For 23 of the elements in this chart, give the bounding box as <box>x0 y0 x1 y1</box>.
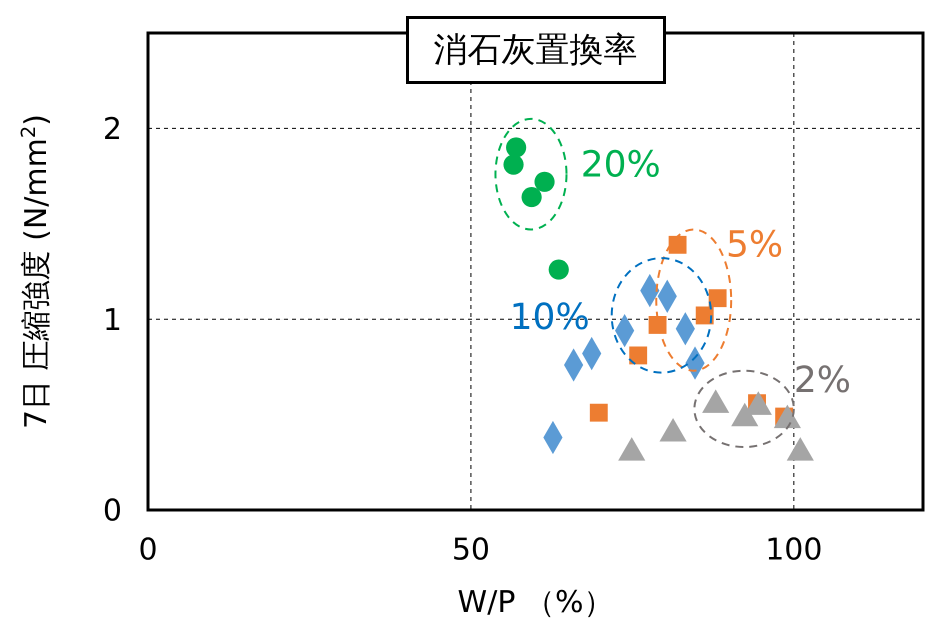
series-label: 5% <box>726 224 784 266</box>
point <box>696 306 714 324</box>
point <box>506 137 526 158</box>
series-label: 2% <box>794 360 851 402</box>
x-axis-title: W/P （%） <box>458 585 614 620</box>
point <box>548 260 569 280</box>
chart-title: 消石灰置換率 <box>406 16 666 84</box>
point <box>522 187 542 208</box>
point <box>668 236 687 254</box>
y-tick-label: 0 <box>102 494 122 529</box>
series-label: 10% <box>510 297 590 338</box>
y-tick-label: 2 <box>102 112 122 148</box>
point <box>503 154 524 175</box>
x-tick-label: 0 <box>138 532 158 568</box>
x-tick-label: 100 <box>765 532 822 568</box>
point <box>708 289 727 308</box>
x-tick-label: 50 <box>452 532 490 568</box>
point <box>590 404 608 422</box>
point <box>648 316 667 334</box>
point <box>629 346 648 364</box>
y-tick-label: 1 <box>102 302 122 338</box>
series-label: 20% <box>580 144 661 186</box>
point <box>534 172 555 192</box>
